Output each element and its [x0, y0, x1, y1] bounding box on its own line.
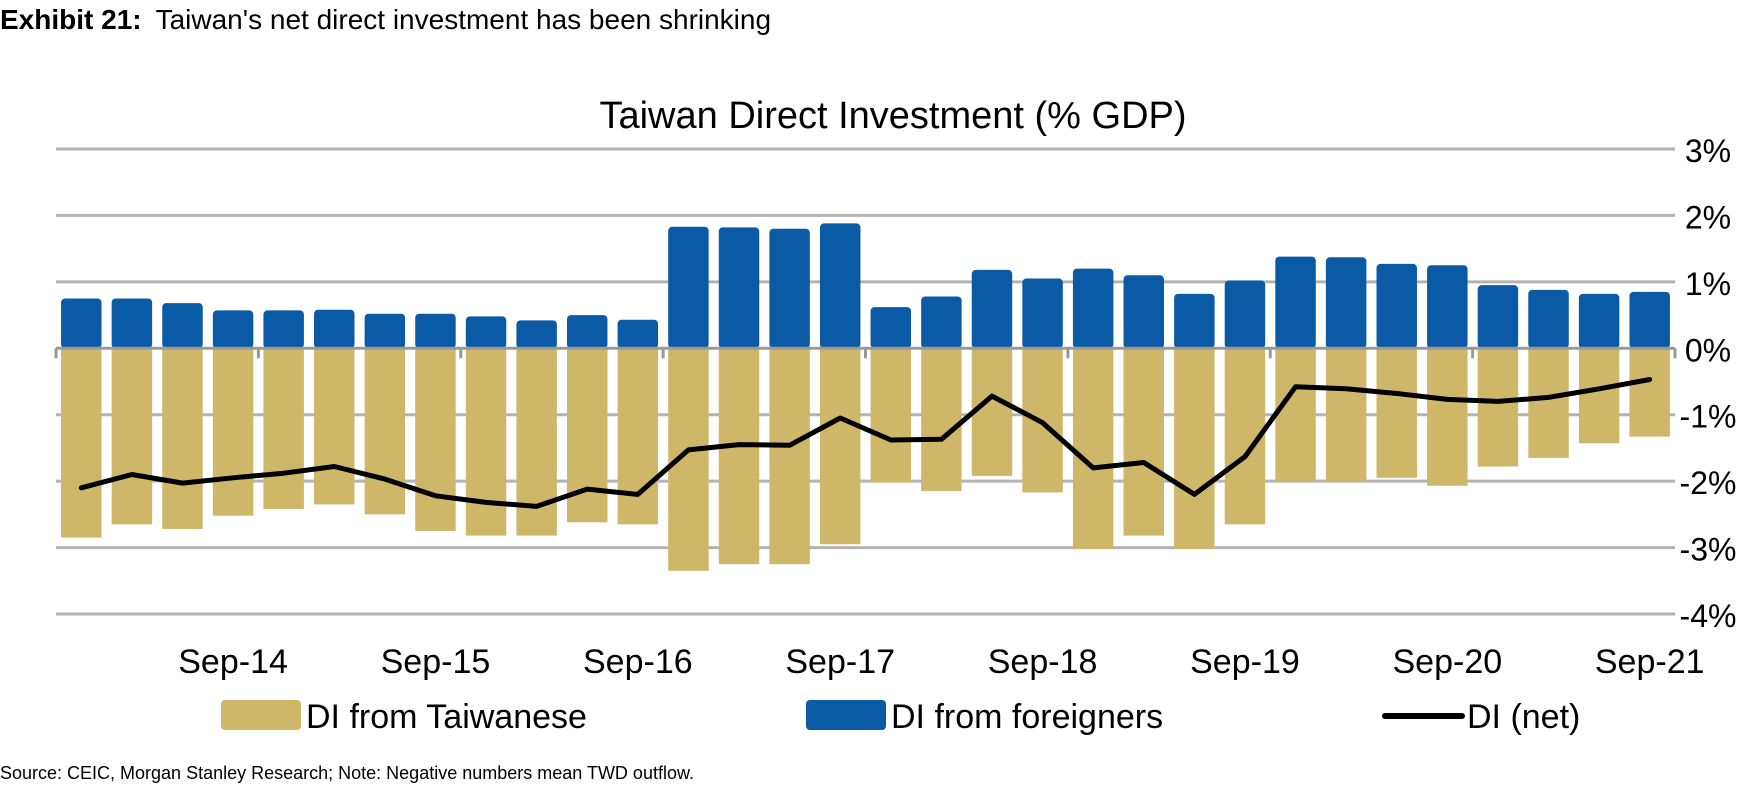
bar-foreigners [769, 228, 810, 349]
net-line [78, 377, 1653, 509]
bar-foreigners [1477, 285, 1519, 349]
bar-taiwanese [971, 348, 1013, 476]
y-axis-tick-labels: 3% 2% 1% 0% -1% -2% -3% -4% [1680, 133, 1737, 634]
legend-swatch-taiwanese [221, 700, 301, 730]
exhibit-title: Exhibit 21: Taiwan's net direct investmen… [0, 4, 771, 36]
bar-taiwanese [111, 348, 153, 525]
bar-taiwanese [617, 348, 659, 525]
bar-foreigners [617, 319, 659, 349]
legend-label-net: DI (net) [1467, 698, 1580, 736]
bar-foreigners [1123, 275, 1165, 349]
bar-taiwanese [718, 348, 760, 565]
bar-foreigners [1629, 291, 1670, 349]
bar-foreigners [61, 298, 102, 349]
bar-taiwanese [1123, 348, 1165, 536]
chart-title: Taiwan Direct Investment (% GDP) [599, 95, 1186, 137]
chart: Taiwan Direct Investment (% GDP) 3% 2% 1% 0… [54, 95, 1737, 736]
bar-taiwanese [870, 348, 912, 483]
bar-taiwanese [212, 348, 254, 516]
bar-foreigners [415, 313, 456, 349]
legend-swatch-foreigners [806, 700, 886, 730]
y-tick-label: -1% [1680, 399, 1737, 435]
bar-taiwanese [1477, 348, 1519, 467]
bar-foreigners [1275, 256, 1316, 349]
bar-foreigners [921, 296, 962, 349]
x-tick-label: Sep-14 [178, 643, 288, 681]
bar-taiwanese [1578, 348, 1620, 444]
bar-taiwanese [415, 348, 456, 531]
bar-taiwanese [314, 348, 355, 505]
bar-taiwanese [1174, 348, 1215, 549]
bar-taiwanese [263, 348, 304, 510]
x-tick-label: Sep-18 [988, 643, 1098, 681]
bar-foreigners [1022, 278, 1063, 349]
y-tick-label: -2% [1680, 465, 1737, 501]
net-line-path [78, 377, 1653, 509]
x-tick-label: Sep-15 [381, 643, 491, 681]
x-tick-label: Sep-20 [1393, 643, 1503, 681]
legend-label-foreigners: DI from foreigners [891, 698, 1163, 736]
bar-foreigners [1224, 280, 1266, 349]
source-note: Source: CEIC, Morgan Stanley Research; N… [0, 763, 694, 783]
bar-foreigners [668, 226, 709, 349]
x-tick-label: Sep-19 [1190, 643, 1300, 681]
bar-foreigners [819, 223, 861, 349]
bar-foreigners [1528, 289, 1569, 349]
y-tick-label: 1% [1685, 266, 1731, 302]
y-tick-label: -3% [1680, 532, 1737, 568]
bar-foreigners [364, 313, 406, 349]
bar-foreigners [516, 320, 557, 349]
y-tick-label: 2% [1685, 199, 1731, 235]
x-tick-label: Sep-17 [785, 643, 895, 681]
bar-foreigners [1578, 293, 1620, 349]
bar-taiwanese [162, 348, 203, 529]
bar-foreigners [111, 298, 153, 349]
bar-taiwanese [1629, 348, 1670, 437]
bar-taiwanese [769, 348, 810, 565]
x-tick-label: Sep-21 [1595, 643, 1705, 681]
bar-taiwanese [1528, 348, 1569, 458]
bar-taiwanese [1376, 348, 1417, 478]
bar-taiwanese [1275, 348, 1316, 482]
y-tick-label: 3% [1685, 133, 1731, 169]
bar-foreigners [1427, 265, 1468, 349]
bar-taiwanese [364, 348, 406, 515]
exhibit-title-text: Taiwan's net direct investment has been … [155, 4, 772, 35]
y-tick-label: 0% [1685, 332, 1731, 368]
bar-foreigners [314, 309, 355, 349]
bar-taiwanese [1325, 348, 1367, 482]
bar-taiwanese [1072, 348, 1114, 549]
bar-foreigners [1174, 293, 1215, 349]
bar-taiwanese [1427, 348, 1468, 486]
bar-foreigners [718, 227, 760, 349]
x-axis-tick-labels: Sep-14 Sep-15 Sep-16 Sep-17 Sep-18 Sep-19 Sep-… [178, 643, 1704, 681]
bar-foreigners [465, 316, 507, 349]
bar-taiwanese [819, 348, 861, 545]
zero-axis [54, 346, 1677, 359]
legend: DI from Taiwanese DI from foreigners DI (n… [221, 698, 1580, 736]
bar-taiwanese [921, 348, 962, 492]
exhibit-label: Exhibit 21: [0, 4, 142, 35]
bar-foreigners [1072, 268, 1114, 349]
bar-foreigners [263, 310, 304, 349]
legend-label-taiwanese: DI from Taiwanese [306, 698, 587, 736]
x-tick-label: Sep-16 [583, 643, 693, 681]
bar-foreigners [1376, 263, 1417, 349]
bar-foreigners [162, 303, 203, 349]
y-tick-label: -4% [1680, 598, 1737, 634]
bar-taiwanese [61, 348, 102, 538]
bar-foreigners [1325, 257, 1367, 349]
bar-foreigners [870, 307, 912, 349]
bar-taiwanese [465, 348, 507, 536]
bar-foreigners [566, 315, 608, 349]
bar-foreigners [971, 269, 1013, 349]
bar-foreigners [212, 310, 254, 349]
